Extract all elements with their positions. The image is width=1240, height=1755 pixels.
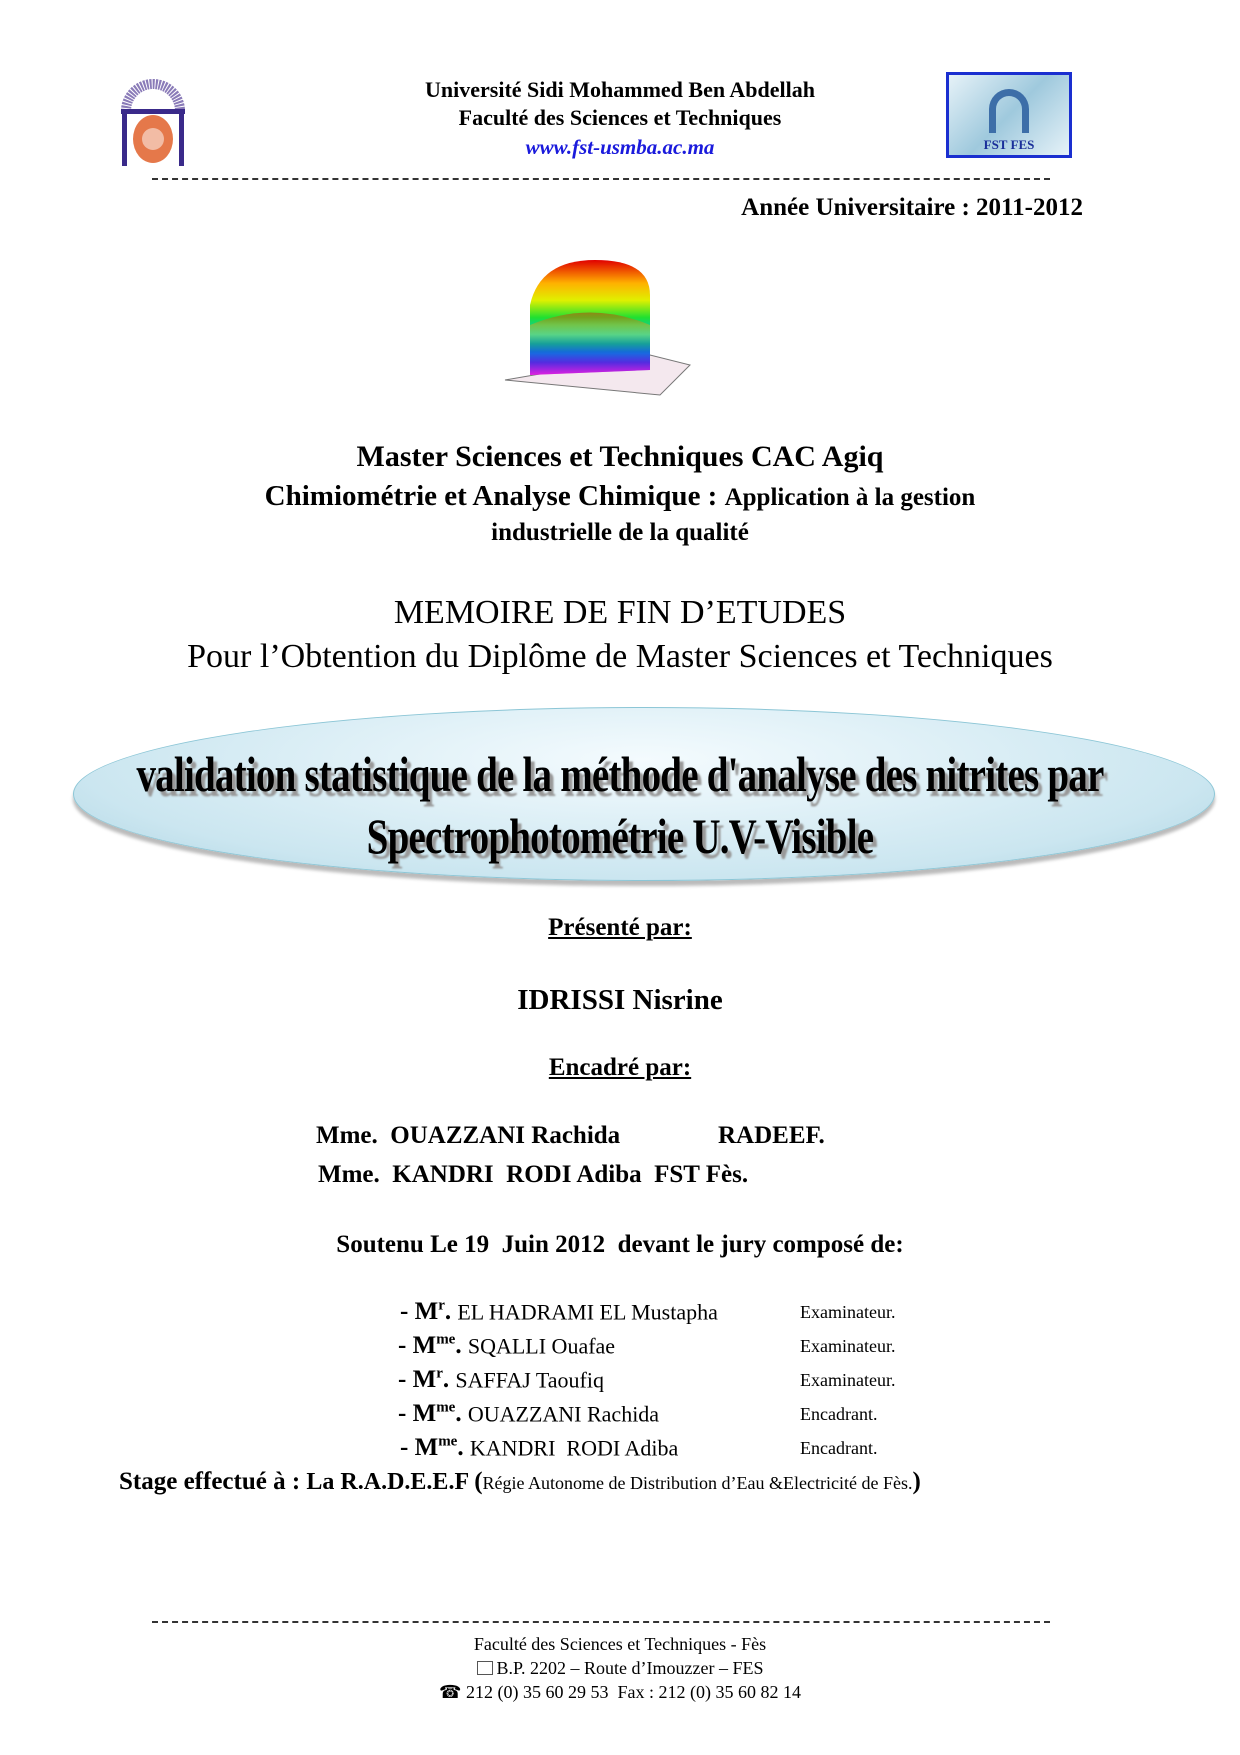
header-divider	[152, 178, 1050, 180]
memoire-subheading: Pour l’Obtention du Diplôme de Master Sc…	[187, 638, 1053, 675]
faculty-name: Faculté des Sciences et Techniques	[458, 105, 782, 130]
program-subtitle: Chimiométrie et Analyse Chimique : Appli…	[264, 480, 976, 512]
university-logo	[121, 79, 185, 166]
supervisor-row: Mme. OUAZZANI Rachida RADEEF.	[316, 1122, 825, 1149]
surface-plot-image	[504, 260, 691, 396]
footer-divider	[152, 1621, 1050, 1623]
internship-info: Stage effectué à : La R.A.D.E.E.F (Régie…	[119, 1468, 921, 1495]
footer-address: B.P. 2202 – Route d’Imouzzer – FES	[0, 1658, 1240, 1679]
title-banner	[73, 707, 1215, 881]
university-name: Université Sidi Mohammed Ben Abdellah	[425, 77, 815, 102]
program-subtitle-2: industrielle de la qualité	[491, 519, 749, 546]
jury-row: - Mme. KANDRI RODI Adiba Encadrant.	[400, 1434, 878, 1462]
academic-year: Année Universitaire : 2011-2012	[741, 194, 1083, 221]
memoire-heading: MEMOIRE DE FIN D’ETUDES	[393, 594, 847, 631]
thesis-title-line1: validation statistique de la méthode d'a…	[136, 746, 1104, 802]
jury-row: - Mme. OUAZZANI Rachida Encadrant.	[398, 1400, 878, 1428]
website-link[interactable]: www.fst-usmba.ac.ma	[525, 135, 715, 159]
footer-phone: ☎ 212 (0) 35 60 29 53 Fax : 212 (0) 35 6…	[439, 1682, 801, 1702]
mailbox-icon	[476, 1661, 493, 1675]
supervised-by-label: Encadré par:	[548, 1054, 692, 1081]
author-name: IDRISSI Nisrine	[517, 984, 723, 1016]
supervisor-row: Mme. KANDRI RODI Adiba FST Fès.	[318, 1161, 749, 1188]
program-title: Master Sciences et Techniques CAC Agiq	[356, 440, 884, 473]
jury-row: - Mr. SAFFAJ Taoufiq Examinateur.	[398, 1366, 896, 1394]
jury-row: - Mr. EL HADRAMI EL Mustapha Examinateur.	[400, 1298, 896, 1326]
fst-logo: FST FES	[946, 72, 1072, 158]
presented-by-label: Présenté par:	[548, 914, 692, 941]
jury-row: - Mme. SQALLI Ouafae Examinateur.	[398, 1332, 896, 1360]
defense-info: Soutenu Le 19 Juin 2012 devant le jury c…	[336, 1231, 904, 1258]
thesis-title-line2: Spectrophotométrie U.V-Visible	[366, 808, 874, 864]
phone-icon: ☎	[439, 1682, 466, 1702]
footer-faculty: Faculté des Sciences et Techniques - Fès	[473, 1634, 767, 1654]
